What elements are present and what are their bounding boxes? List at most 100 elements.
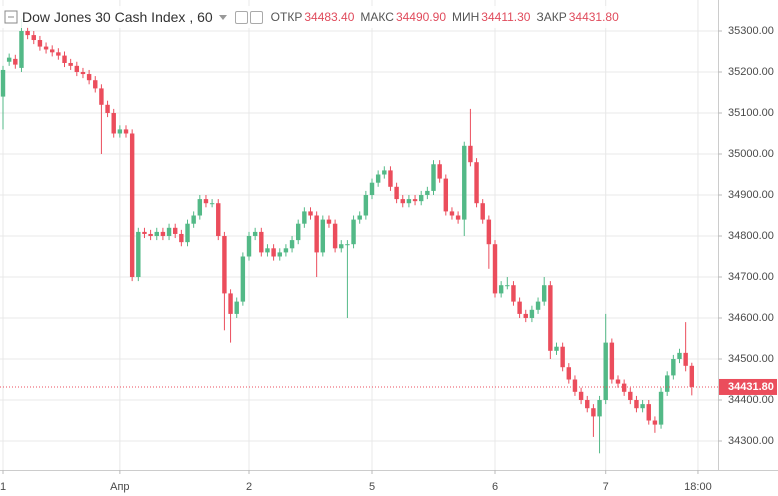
- candle-body: [689, 365, 695, 387]
- candle-body: [431, 164, 436, 191]
- legend-header: Dow Jones 30 Cash Index , 60 ОТКР 34483.4…: [0, 6, 623, 28]
- candle-body: [80, 71, 86, 75]
- candles: [0, 18, 695, 454]
- candle-body: [117, 129, 123, 134]
- candle-body: [578, 391, 584, 401]
- x-tick-label: 6: [492, 481, 498, 493]
- y-tick-label: 35200.00: [728, 66, 774, 78]
- candle-body: [37, 40, 43, 47]
- candle-body: [585, 400, 590, 409]
- candle-body: [529, 309, 535, 319]
- legend-value: 34483.40: [304, 10, 355, 24]
- candle-body: [136, 231, 141, 278]
- candle-body: [418, 195, 424, 202]
- x-tick-label: 5: [369, 481, 375, 493]
- candle-body: [259, 231, 264, 253]
- candle-body: [609, 342, 615, 380]
- candle-body: [25, 30, 30, 36]
- candle-body: [314, 215, 319, 253]
- candle-body: [455, 215, 461, 220]
- candle-body: [265, 248, 270, 253]
- candle-body: [339, 244, 344, 249]
- candle-body: [142, 231, 147, 234]
- candle-body: [621, 383, 627, 392]
- candle-body: [179, 233, 184, 243]
- dropdown-caret[interactable]: [218, 14, 227, 20]
- last-price-label: 34431.80: [728, 381, 774, 393]
- candle-body: [283, 248, 289, 253]
- candle-body: [671, 359, 676, 376]
- candle-body: [357, 215, 362, 220]
- candle-body: [449, 211, 455, 216]
- candle-body: [252, 231, 258, 237]
- candle-body: [302, 211, 307, 224]
- candle-body: [462, 145, 467, 220]
- hide-button[interactable]: [249, 10, 263, 24]
- candle-body: [548, 285, 553, 351]
- y-tick-label: 34300.00: [728, 435, 774, 447]
- candle-body: [105, 104, 110, 114]
- candle-body: [345, 244, 350, 246]
- candle-body: [277, 252, 282, 257]
- y-tick-label: 35000.00: [728, 148, 774, 160]
- y-tick-label: 34800.00: [728, 230, 774, 242]
- candle-body: [166, 227, 172, 237]
- candle-body: [240, 256, 246, 302]
- candle-body: [209, 203, 215, 205]
- y-tick-label: 34900.00: [728, 189, 774, 201]
- candle-body: [394, 186, 399, 200]
- legend-value: 34490.90: [395, 10, 446, 24]
- settings-button[interactable]: [234, 10, 248, 24]
- candle-body: [271, 248, 276, 257]
- candle-body: [572, 379, 578, 392]
- candle-body: [603, 342, 608, 401]
- candle-body: [49, 49, 55, 53]
- candle-body: [363, 195, 369, 216]
- legend-key: ЗАКР: [536, 10, 567, 24]
- candle-body: [154, 231, 159, 237]
- candle-body: [597, 400, 602, 417]
- collapse-icon[interactable]: [4, 10, 18, 24]
- legend-key: МАКС: [360, 10, 394, 24]
- candle-body: [369, 182, 375, 196]
- candle-body: [228, 293, 233, 314]
- candle-body: [295, 223, 301, 241]
- candle-body: [382, 170, 387, 175]
- candle-body: [68, 62, 73, 66]
- x-tick-label: Апр: [110, 481, 129, 493]
- candle-body: [388, 170, 393, 187]
- candle-body: [652, 420, 658, 425]
- candle-body: [93, 80, 98, 89]
- legend-key: ОТКР: [270, 10, 303, 24]
- candle-body: [523, 313, 528, 319]
- candle-body: [511, 285, 516, 302]
- y-tick-label: 34700.00: [728, 271, 774, 283]
- candle-body: [123, 129, 129, 134]
- candle-body: [56, 52, 61, 56]
- candle-body: [480, 203, 485, 220]
- ohlc-values: ОТКР 34483.40 МАКС 34490.90 МИН 34411.30 ЗАКР 3…: [265, 10, 619, 24]
- candle-body: [320, 219, 326, 253]
- candle-body: [326, 219, 332, 224]
- candle-body: [683, 352, 688, 366]
- candle-body: [517, 301, 522, 314]
- candle-body: [677, 352, 682, 360]
- candle-body: [289, 240, 295, 249]
- y-tick-label: 35300.00: [728, 25, 774, 37]
- candle-body: [197, 199, 203, 216]
- candle-body: [185, 223, 190, 243]
- candle-body: [191, 215, 196, 224]
- candle-body: [86, 74, 92, 81]
- legend-key: МИН: [452, 10, 480, 24]
- candle-body: [505, 285, 510, 287]
- x-tick-label: 18:00: [684, 481, 712, 493]
- last-price-box: [719, 378, 777, 395]
- candle-body: [13, 58, 18, 65]
- candle-body: [628, 391, 633, 401]
- candle-body: [234, 301, 239, 314]
- candle-body: [443, 178, 449, 212]
- symbol-title: Dow Jones 30 Cash Index , 60: [22, 9, 213, 25]
- x-tick-label: 1: [0, 481, 6, 493]
